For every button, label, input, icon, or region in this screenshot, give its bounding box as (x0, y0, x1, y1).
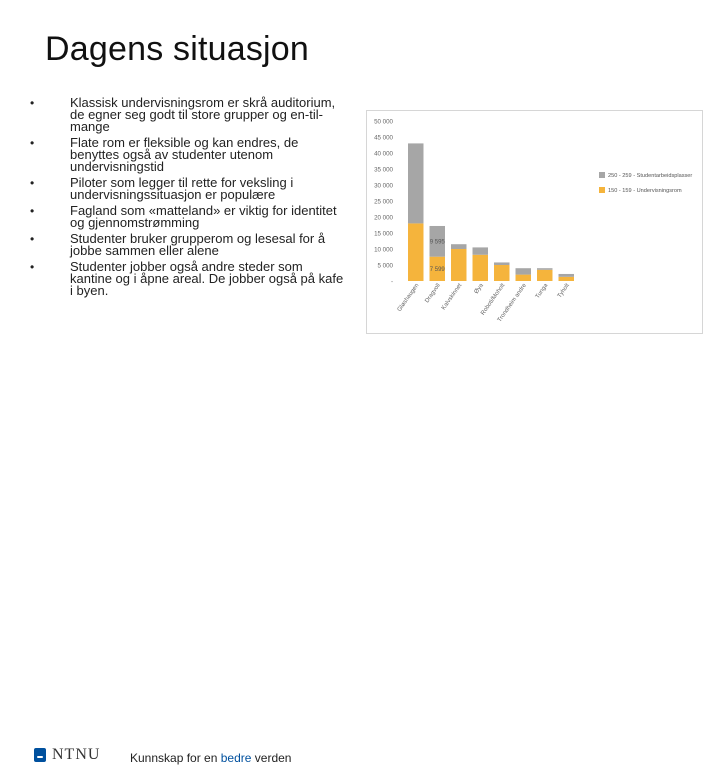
bar-segment (515, 274, 531, 281)
bullet-item: • Studenter jobber også andre steder som … (30, 259, 348, 298)
x-tick-label: Dragvoll (424, 283, 442, 304)
slide-title: Dagens situasjon (45, 30, 310, 68)
y-tick-label: 25 000 (374, 199, 393, 206)
bullet-glyph: • (30, 204, 35, 218)
y-tick-label: 45 000 (374, 135, 393, 142)
tagline-post: verden (251, 751, 292, 765)
bullet-glyph: • (30, 232, 35, 246)
legend-swatch (599, 172, 605, 178)
y-tick-label: 20 000 (374, 215, 393, 222)
bar-segment (408, 143, 424, 224)
bullet-glyph: • (30, 260, 35, 274)
bar-segment (429, 256, 445, 281)
bullet-text: Piloter som legger til rette for vekslin… (70, 175, 294, 202)
legend-swatch (599, 187, 605, 193)
x-tick-label: Tunga (535, 282, 550, 300)
bullet-glyph: • (30, 176, 35, 190)
bar-segment (472, 247, 488, 255)
y-tick-label: 35 000 (374, 167, 393, 174)
bar-segment (558, 273, 574, 277)
x-tick-label: Gløshaugen (397, 283, 421, 313)
bullet-text: Klassisk undervisningsrom er skrå audito… (70, 95, 336, 134)
bullet-item: • Klassisk undervisningsrom er skrå audit… (30, 95, 348, 134)
chart-panel: - 5 000 10 000 15 000 20 000 25 000 30 000 35 0… (366, 110, 703, 334)
bar-segment (537, 269, 553, 281)
legend-label: 150 - 159 - Undervisningsrom (608, 188, 682, 194)
stacked-bar-chart: - 5 000 10 000 15 000 20 000 25 000 30 000 35 0… (374, 119, 692, 324)
tagline-highlight: bedre (220, 751, 252, 765)
bar-segment (472, 254, 488, 281)
bar-segment (537, 268, 553, 270)
bullet-glyph: • (30, 96, 35, 110)
y-tick-label: 40 000 (374, 151, 393, 158)
bar-segment (494, 265, 510, 281)
y-tick-label: 30 000 (374, 183, 393, 190)
tagline: Kunnskap for en bedre verden (130, 751, 291, 765)
ntnu-logo: NTNU (52, 746, 101, 763)
bullet-text: Flate rom er fleksible og kan endres, de… (70, 135, 299, 174)
bar-segment (451, 244, 467, 249)
bar-segment (429, 225, 445, 257)
ntnu-logo-icon (34, 748, 46, 762)
legend-label: 250 - 259 - Studentarbeidsplasser (608, 173, 692, 179)
y-tick-label: - (391, 279, 393, 286)
bullet-item: • Piloter som legger til rette for veksli… (30, 175, 348, 202)
data-label: 9 595 (430, 239, 446, 245)
bar-segment (494, 262, 510, 265)
bullet-text: Studenter bruker grupperom og lesesal fo… (70, 231, 326, 258)
bullet-text: Studenter jobber også andre steder som k… (70, 259, 344, 298)
y-tick-label: 50 000 (374, 119, 393, 126)
bullet-glyph: • (30, 136, 35, 150)
x-tick-label: Kalvskinnet (441, 282, 464, 311)
bar-segment (558, 276, 574, 281)
bullet-text: Fagland som «matteland» er viktig for id… (70, 203, 337, 230)
bar-segment (408, 223, 424, 281)
bullet-item: • Studenter bruker grupperom og lesesal f… (30, 231, 348, 258)
bullet-list: • Klassisk undervisningsrom er skrå audit… (30, 95, 348, 301)
data-label: 7 599 (430, 267, 446, 273)
bullet-item: • Flate rom er fleksible og kan endres, d… (30, 135, 348, 174)
bullet-item: • Fagland som «matteland» er viktig for i… (30, 203, 348, 230)
footer: NTNU Kunnskap for en bedre verden (0, 370, 720, 765)
bar-segment (451, 249, 467, 281)
x-tick-label: Øya (474, 282, 486, 295)
y-tick-label: 15 000 (374, 231, 393, 238)
x-tick-label: Tyholt (557, 282, 571, 299)
y-tick-label: 10 000 (374, 247, 393, 254)
y-tick-label: 5 000 (378, 263, 394, 270)
tagline-pre: Kunnskap for en (130, 751, 221, 765)
bar-segment (515, 268, 531, 275)
